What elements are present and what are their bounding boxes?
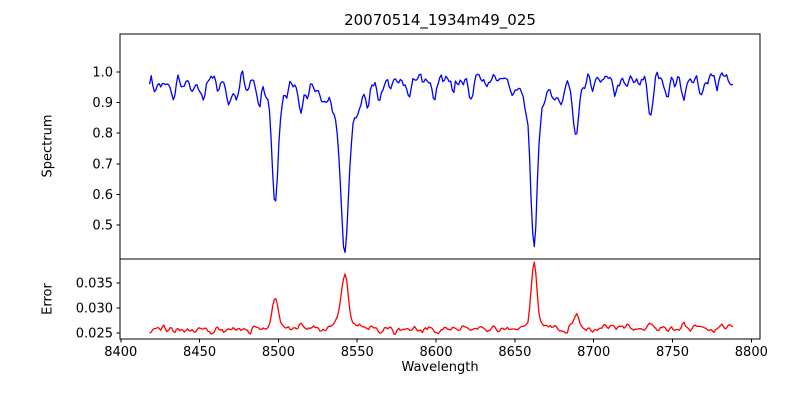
y-tick-label: 0.9 [92, 96, 113, 111]
x-tick-label: 8500 [262, 345, 295, 360]
x-tick-label: 8700 [577, 345, 610, 360]
error-line [149, 261, 734, 335]
x-tick-label: 8800 [735, 345, 768, 360]
x-axis-label: Wavelength [401, 360, 479, 375]
spectrum-panel-frame [119, 33, 761, 260]
x-tick-label: 8400 [104, 345, 137, 360]
y-tick-label: 1.0 [92, 65, 113, 80]
y-tick-label: 0.025 [76, 327, 113, 342]
x-tick-label: 8450 [183, 345, 216, 360]
y-tick-label: 0.035 [76, 277, 113, 292]
chart-title: 20070514_1934m49_025 [344, 11, 536, 29]
x-tick-label: 8650 [498, 345, 531, 360]
x-tick-label: 8750 [656, 345, 689, 360]
y-tick-label: 0.5 [92, 219, 113, 234]
error-panel-frame [119, 258, 761, 340]
spectrum-line [148, 70, 734, 254]
y-tick-label: 0.6 [92, 188, 113, 203]
x-tick-label: 8550 [341, 345, 374, 360]
x-tick-label: 8600 [420, 345, 453, 360]
y-tick-label: 0.7 [92, 157, 113, 172]
y-tick-label: 0.030 [76, 302, 113, 317]
y-tick-label: 0.8 [92, 127, 113, 142]
